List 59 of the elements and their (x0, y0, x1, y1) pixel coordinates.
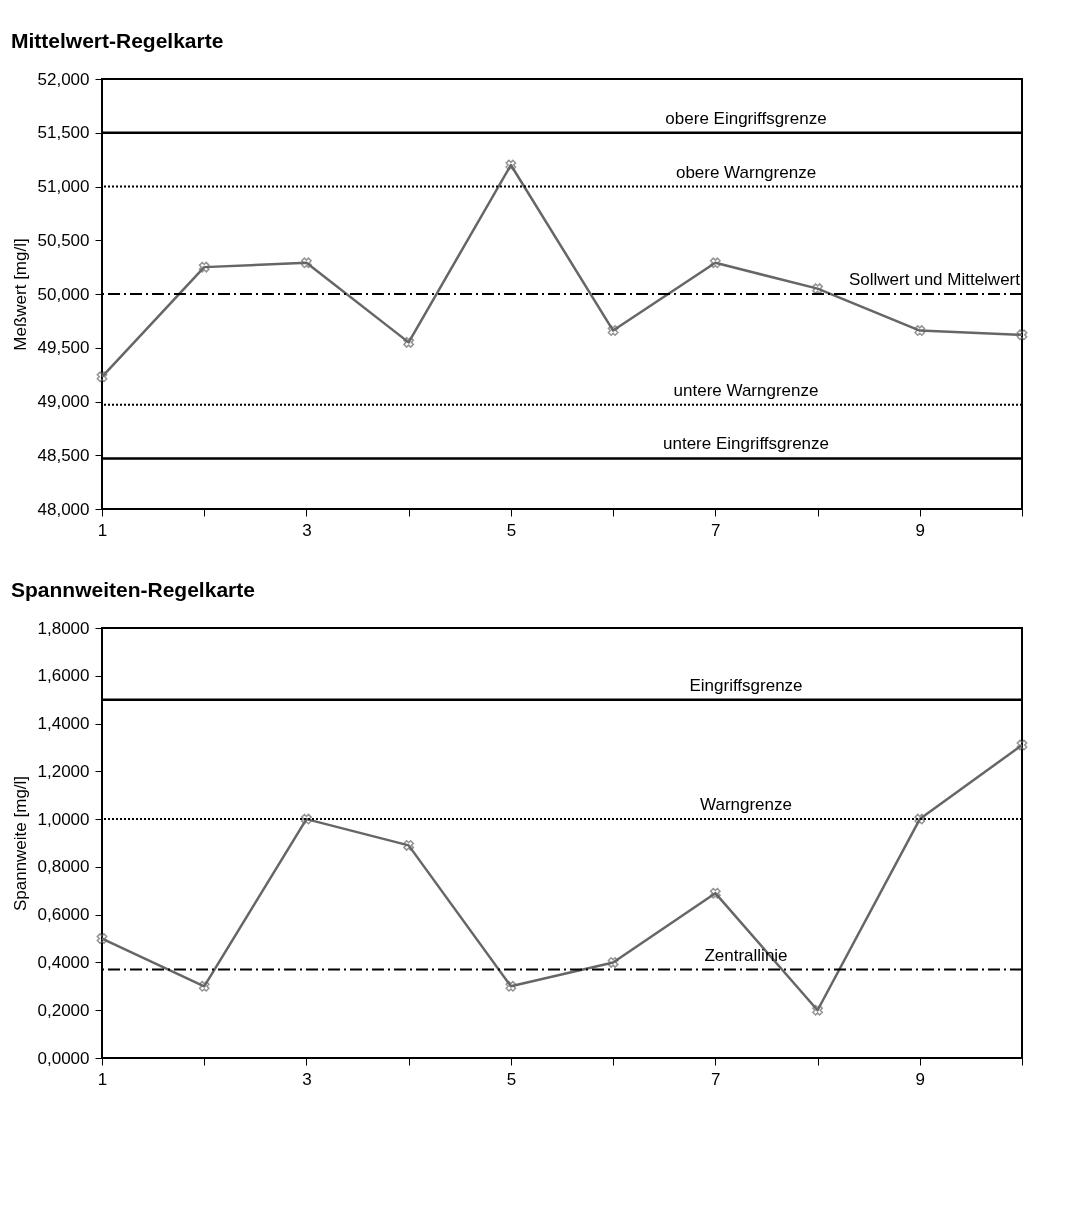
y-tick-label: 1,6000 (37, 666, 90, 686)
x-tick-label: 5 (506, 1069, 517, 1089)
point (914, 325, 926, 336)
point (914, 813, 926, 825)
y-tick-label: 0,4000 (37, 952, 90, 972)
x-tick-label: 9 (915, 1069, 926, 1089)
y-tick-label: 0,2000 (37, 1000, 90, 1020)
x-tick-label: 5 (506, 520, 517, 540)
point (198, 980, 210, 992)
point (96, 371, 108, 383)
ref-line-label: Sollwert und Mittelwert (848, 270, 1021, 289)
y-tick-label: 0,0000 (37, 1048, 90, 1068)
ref-line-label: untere Warngrenze (673, 380, 819, 400)
point (812, 1004, 823, 1016)
y-tick-label: 1,0000 (37, 809, 90, 829)
point (607, 325, 619, 336)
y-tick-label: 49,000 (37, 392, 90, 411)
point (709, 887, 721, 899)
x-tick-label: 7 (711, 1069, 721, 1089)
y-axis-title: Spannweite [mg/l] (10, 775, 30, 912)
point (1016, 329, 1028, 341)
y-tick-label: 49,500 (37, 338, 90, 358)
x-tick-label: 9 (915, 520, 926, 540)
y-axis-title: Meßwert [mg/l] (10, 238, 30, 351)
y-tick-label: 0,6000 (37, 905, 90, 925)
x-tick-label: 7 (711, 520, 721, 540)
point (403, 839, 415, 851)
y-tick-label: 48,000 (37, 499, 90, 519)
point (96, 933, 108, 944)
y-tick-label: 51,500 (37, 123, 90, 143)
ref-line-label: Warngrenze (700, 795, 792, 815)
ref-line-label: obere Warngrenze (675, 162, 817, 182)
x-tick-label: 3 (302, 1069, 312, 1089)
point (505, 159, 517, 171)
ref-line-label: untere Eingriffsgrenze (662, 434, 830, 454)
y-tick-label: 50,000 (37, 284, 90, 304)
chart-title: Spannweiten-Regelkarte (11, 578, 255, 601)
chart-title: Mittelwert-Regelkarte (11, 29, 224, 52)
y-tick-label: 48,500 (37, 445, 90, 465)
y-tick-label: 52,000 (37, 69, 90, 89)
x-tick-label: 1 (97, 520, 108, 540)
y-tick-label: 1,2000 (37, 761, 90, 781)
ref-line-label: obere Eingriffsgrenze (665, 108, 827, 128)
point (301, 257, 312, 269)
point (301, 813, 312, 825)
y-tick-label: 0,8000 (37, 857, 90, 877)
y-tick-label: 1,8000 (37, 618, 90, 638)
y-tick-label: 1,4000 (37, 714, 90, 734)
y-tick-label: 51,000 (37, 177, 90, 196)
point (607, 957, 619, 968)
ref-line-label: Eingriffsgrenze (689, 675, 803, 695)
point (1016, 739, 1028, 751)
point (505, 980, 517, 992)
point (198, 261, 210, 273)
y-tick-label: 50,500 (37, 230, 90, 250)
point (709, 257, 721, 269)
point (403, 336, 415, 348)
x-tick-label: 3 (302, 520, 312, 540)
x-tick-label: 1 (97, 1069, 108, 1089)
